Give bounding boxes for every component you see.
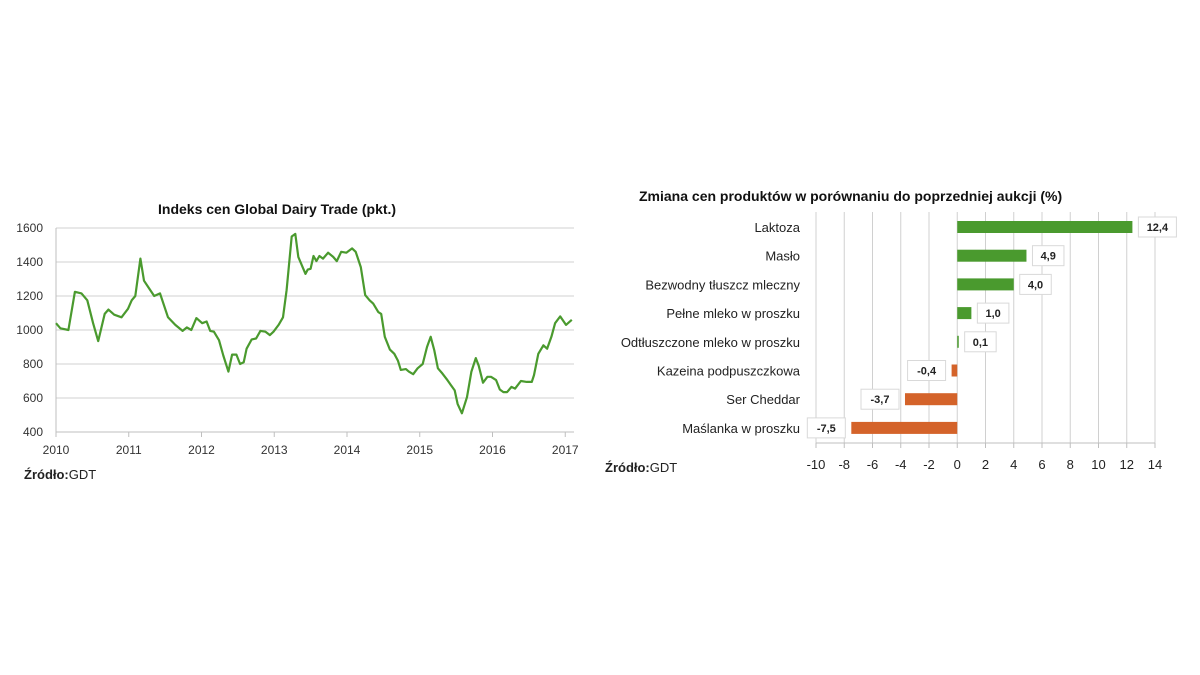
data-label-box — [907, 360, 947, 381]
x-tick-label: 12 — [1120, 457, 1134, 472]
source-value: GDT — [68, 467, 97, 482]
data-label-box — [1019, 273, 1052, 295]
data-label-box — [860, 388, 900, 410]
data-label-box — [1137, 216, 1177, 238]
x-tick-label: -6 — [867, 457, 879, 472]
data-label: 4,9 — [1041, 251, 1056, 263]
category-label: Pełne mleko w proszku — [666, 306, 800, 321]
y-tick-label: 1200 — [16, 289, 43, 303]
right-source-note: Źródło:GDT — [605, 460, 677, 475]
x-tick-label: 6 — [1038, 457, 1045, 472]
bar — [957, 278, 1014, 291]
data-label-box — [964, 331, 997, 353]
bar — [957, 307, 972, 320]
price-change-chart-title: Zmiana cen produktów w porównaniu do pop… — [639, 188, 1063, 204]
x-tick-label: 4 — [1010, 457, 1017, 472]
category-label: Odtłuszczone mleko w proszku — [621, 335, 800, 350]
data-label-box — [806, 417, 846, 439]
y-tick-label: 600 — [23, 391, 43, 405]
left-source-note: Źródło:GDT — [24, 467, 96, 482]
source-label: Źródło: — [605, 460, 650, 475]
data-label: -0,4 — [917, 366, 937, 378]
bar — [851, 421, 958, 434]
category-label: Ser Cheddar — [726, 392, 800, 407]
x-tick-label: 2010 — [43, 443, 70, 457]
data-label-box — [1031, 245, 1065, 267]
data-label: 4,0 — [1028, 279, 1043, 291]
category-label: Laktoza — [754, 220, 800, 235]
x-tick-label: 0 — [954, 457, 961, 472]
bar — [957, 249, 1027, 262]
data-label: 0,1 — [973, 337, 988, 349]
y-tick-label: 1400 — [16, 255, 43, 269]
category-label: Masło — [765, 249, 800, 264]
x-tick-label: 2013 — [261, 443, 288, 457]
category-label: Kazeina podpuszczkowa — [657, 364, 801, 379]
x-tick-label: -10 — [807, 457, 826, 472]
data-label: 1,0 — [985, 308, 1000, 320]
x-tick-label: 10 — [1091, 457, 1105, 472]
x-tick-label: 2012 — [188, 443, 215, 457]
source-label: Źródło: — [24, 467, 69, 482]
gdt-index-chart-title: Indeks cen Global Dairy Trade (pkt.) — [158, 201, 397, 217]
data-label: -3,7 — [871, 394, 890, 406]
gdt-index-series-line — [55, 232, 573, 415]
source-value: GDT — [649, 460, 678, 475]
category-label: Bezwodny tłuszcz mleczny — [645, 277, 800, 292]
x-tick-label: 2016 — [479, 443, 506, 457]
y-tick-label: 800 — [23, 357, 43, 371]
x-tick-label: 2 — [982, 457, 989, 472]
x-tick-label: 2014 — [334, 443, 361, 457]
x-tick-label: 2017 — [552, 443, 579, 457]
x-tick-label: -8 — [838, 457, 850, 472]
y-tick-label: 1000 — [16, 323, 43, 337]
data-label-box — [976, 302, 1010, 324]
x-tick-label: -2 — [923, 457, 935, 472]
bar — [957, 221, 1133, 233]
category-label: Maślanka w proszku — [682, 421, 800, 436]
x-tick-label: 8 — [1067, 457, 1074, 472]
y-tick-label: 400 — [23, 425, 43, 439]
x-tick-label: -4 — [895, 457, 907, 472]
data-label: -7,5 — [817, 423, 836, 435]
bar — [951, 364, 958, 377]
x-tick-label: 2015 — [406, 443, 433, 457]
bar — [957, 335, 959, 348]
gdt-index-line-chart: 400 600 800 1000 1200 1400 1600 2010 2011 2012 201… — [16, 221, 579, 457]
x-tick-label: 2011 — [116, 443, 142, 457]
data-label: 12,4 — [1147, 222, 1169, 234]
x-tick-label: 14 — [1148, 457, 1162, 472]
bar — [904, 393, 958, 406]
y-tick-label: 1600 — [16, 221, 43, 235]
